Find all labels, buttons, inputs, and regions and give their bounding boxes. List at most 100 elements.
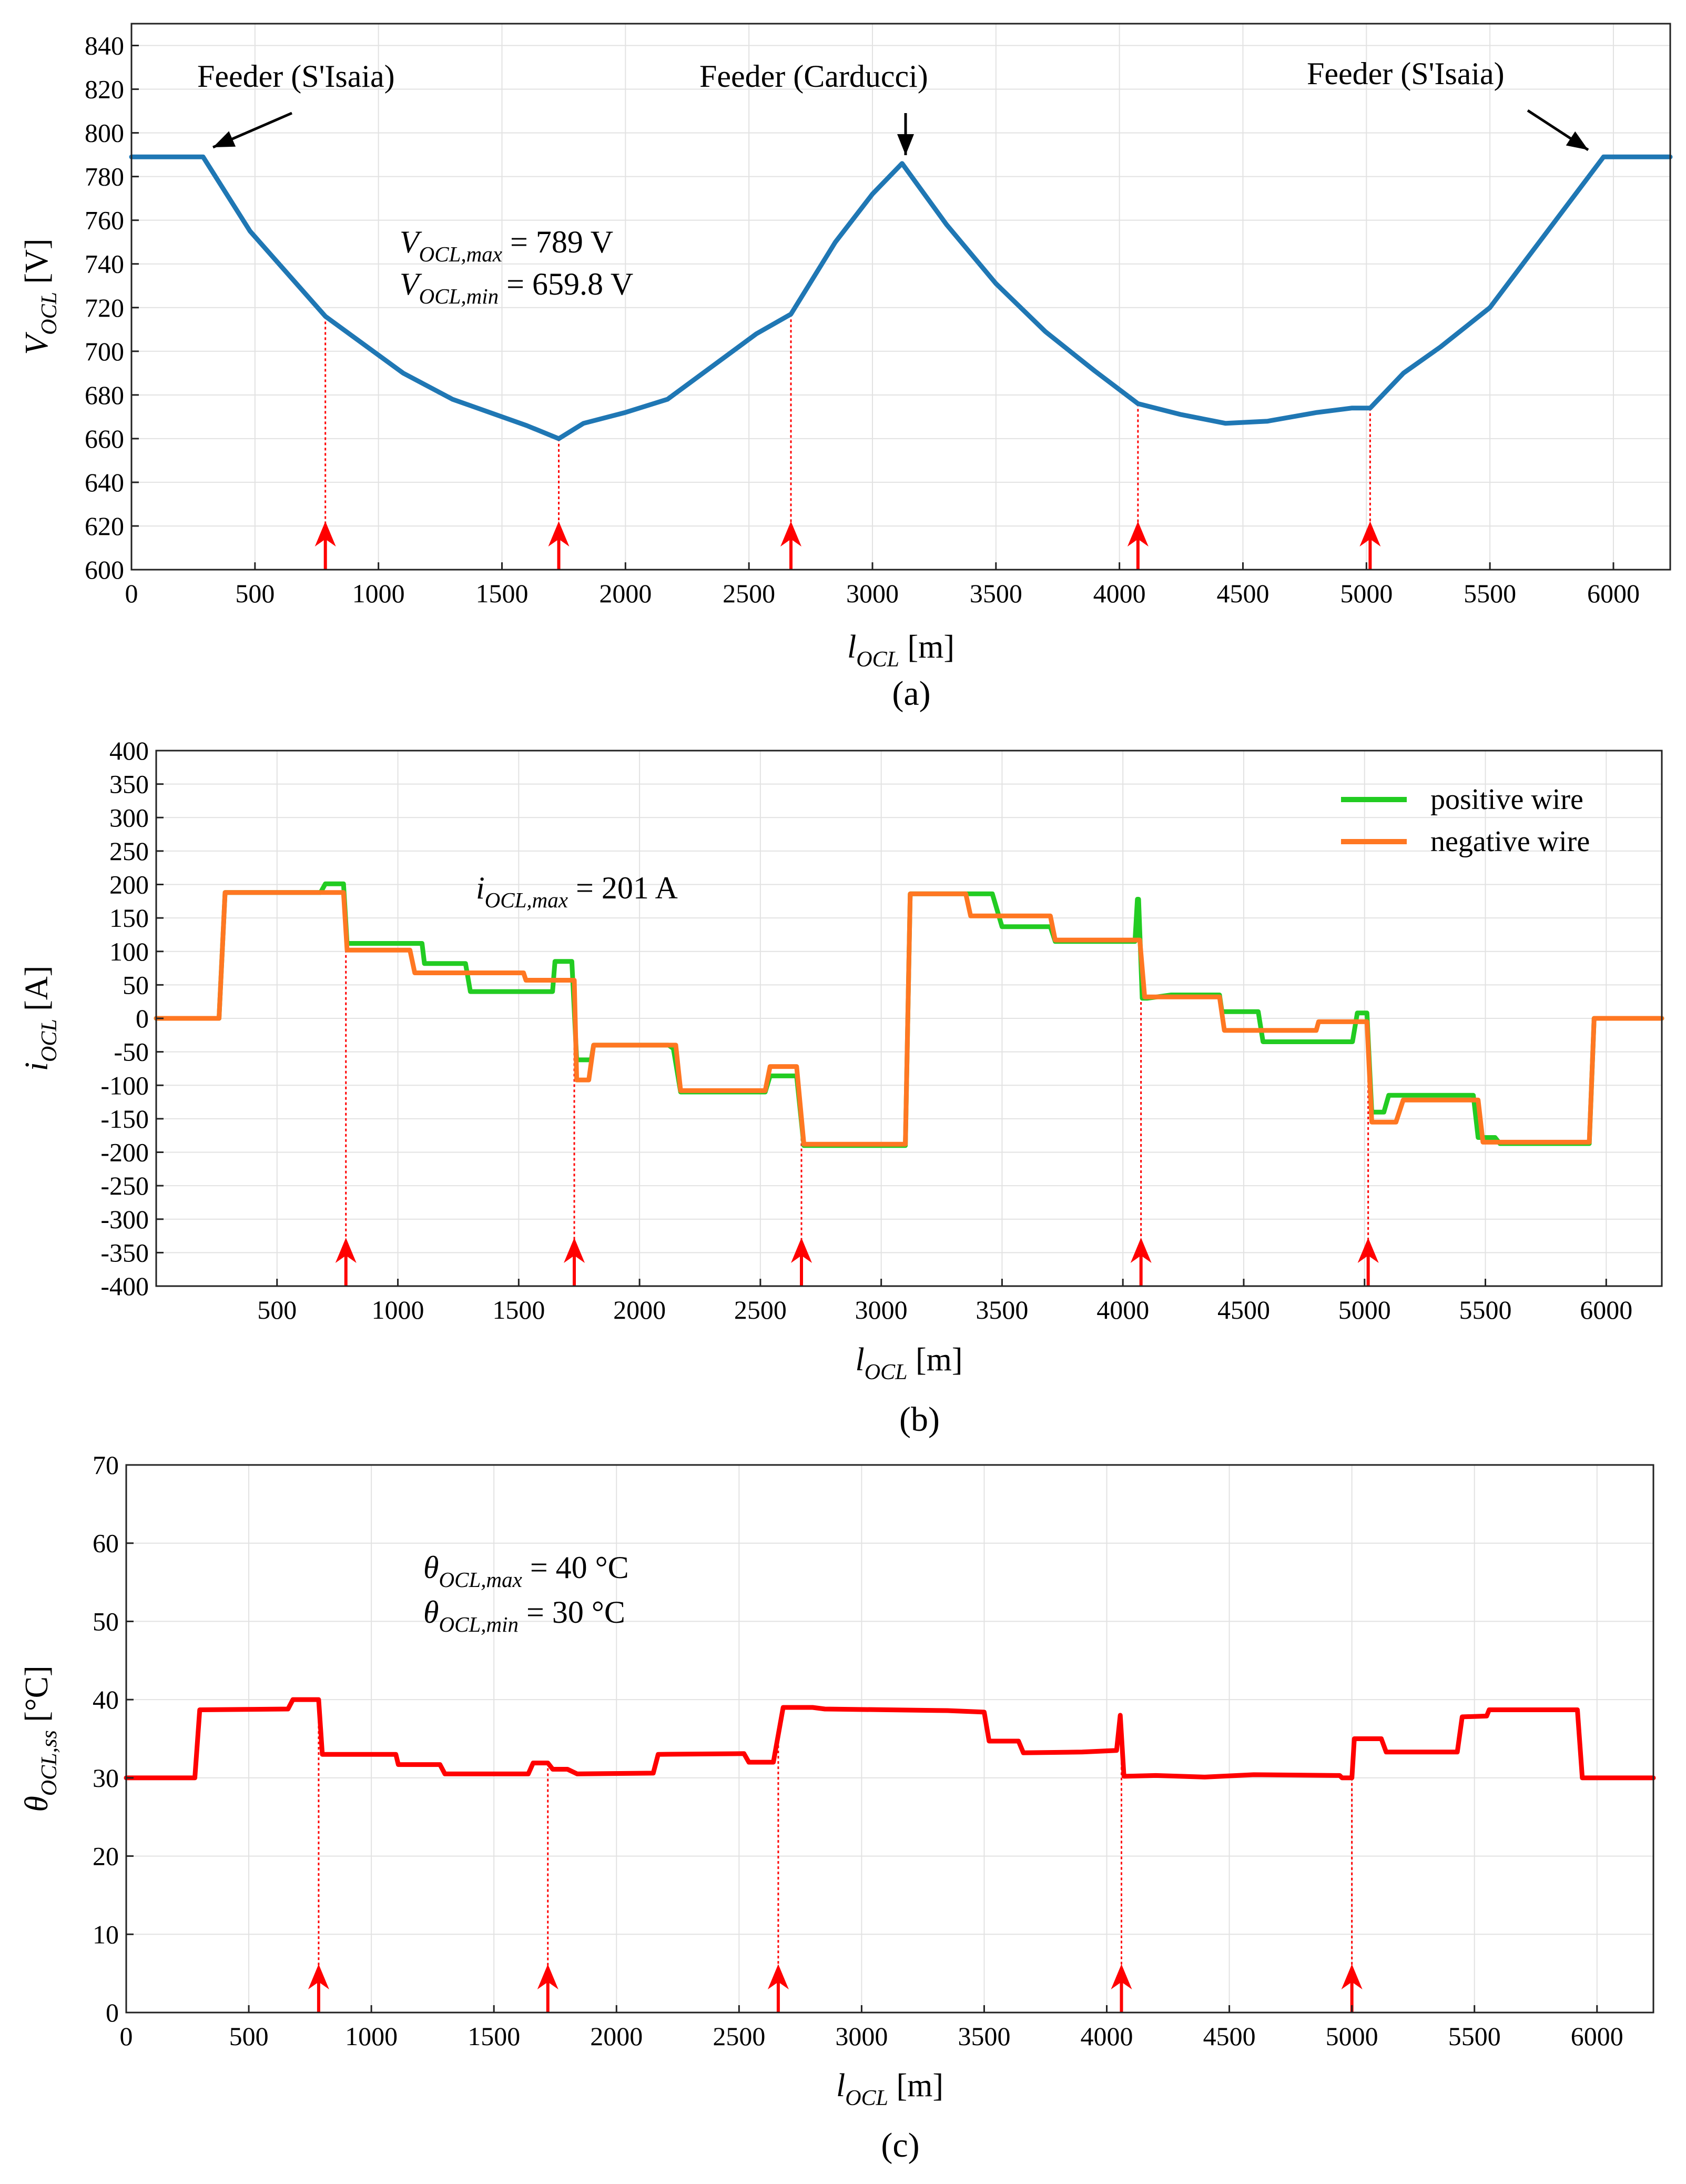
annotation-tmin: θOCL,min = 30 °C — [423, 1595, 625, 1636]
series-line-negative-wire — [154, 890, 1664, 1147]
annotation-feeder-right: Feeder (S'Isaia) — [1307, 56, 1505, 91]
y-axis-label: θOCL,ss [°C] — [19, 1665, 62, 1812]
plot-frame — [125, 1464, 1654, 2014]
y-tick-label: 150 — [109, 903, 149, 933]
y-tick-label: 300 — [109, 803, 149, 832]
marker-arrow-head — [767, 1964, 789, 1989]
x-tick-label: 5000 — [1340, 579, 1393, 608]
x-tick-label: 4500 — [1216, 579, 1269, 608]
series-line-0 — [124, 1697, 1656, 1781]
y-tick-label: -100 — [100, 1070, 149, 1100]
y-tick-label: 200 — [109, 870, 149, 899]
marker-arrow-head — [780, 521, 801, 547]
x-tick-label: 3500 — [970, 579, 1022, 608]
x-tick-label: 4000 — [1093, 579, 1146, 608]
x-tick-label: 2000 — [590, 2021, 643, 2051]
annotation-vmax: VOCL,max = 789 V — [400, 225, 613, 266]
legend: positive wire negative wire — [1341, 783, 1590, 858]
marker-arrow-head — [1127, 521, 1149, 547]
x-tick-label: 2000 — [613, 1295, 666, 1324]
panel-label: (c) — [881, 2126, 919, 2165]
position-markers — [314, 314, 1381, 570]
x-tick-label: 1500 — [468, 2021, 520, 2051]
y-tick-label: 20 — [93, 1842, 119, 1871]
marker-arrow-head — [1359, 521, 1381, 547]
y-axis-label: iOCL [A] — [19, 966, 62, 1071]
x-tick-label: 5000 — [1338, 1295, 1391, 1324]
y-tick-label: 350 — [109, 770, 149, 799]
arrow-head — [897, 134, 914, 155]
y-tick-label: 700 — [85, 337, 124, 366]
y-tick-label: 820 — [85, 75, 124, 104]
x-tick-label: 5500 — [1448, 2021, 1501, 2051]
arrow-head — [1566, 131, 1588, 150]
x-tick-label: 1000 — [345, 2021, 398, 2051]
y-tick-label: -350 — [100, 1238, 149, 1267]
y-tick-label: 620 — [85, 511, 124, 541]
x-tick-label: 1500 — [475, 579, 528, 608]
x-tick-label: 1000 — [372, 1295, 424, 1324]
x-tick-label: 2500 — [713, 2021, 765, 2051]
x-tick-label: 6000 — [1580, 1295, 1632, 1324]
y-tick-label: 0 — [106, 1998, 119, 2027]
annotation-feeder-left: Feeder (S'Isaia) — [197, 59, 395, 94]
y-tick-label: 50 — [93, 1606, 119, 1636]
x-tick-label: 500 — [235, 579, 275, 608]
annotation-feeder-mid: Feeder (Carducci) — [699, 59, 928, 94]
arrow-head — [213, 131, 236, 147]
x-axis-label: lOCL [m] — [856, 1342, 963, 1384]
x-tick-label: 6000 — [1587, 579, 1640, 608]
annotation-imax: iOCL,max = 201 A — [476, 871, 678, 912]
y-tick-label: 780 — [85, 162, 124, 191]
y-tick-label: 660 — [85, 424, 124, 453]
marker-arrow-head — [1130, 1238, 1152, 1263]
x-tick-label: 4000 — [1096, 1295, 1149, 1324]
marker-arrow-head — [564, 1238, 585, 1263]
x-tick-label: 2500 — [723, 579, 775, 608]
legend-label: negative wire — [1430, 825, 1590, 858]
marker-arrow-head — [308, 1964, 329, 1989]
y-tick-label: -400 — [100, 1271, 149, 1301]
marker-arrow-head — [548, 521, 570, 547]
y-tick-label: 10 — [93, 1919, 119, 1949]
x-tick-label: 0 — [125, 579, 138, 608]
marker-arrow-head — [335, 1238, 357, 1263]
x-tick-label: 5500 — [1464, 579, 1516, 608]
y-tick-label: 720 — [85, 293, 124, 322]
y-tick-label: 680 — [85, 380, 124, 410]
x-tick-label: 500 — [229, 2021, 269, 2051]
annotation-vmin: VOCL,min = 659.8 V — [400, 267, 633, 308]
x-tick-label: 2500 — [734, 1295, 787, 1324]
y-tick-label: -250 — [100, 1171, 149, 1200]
x-tick-label: 4500 — [1217, 1295, 1270, 1324]
x-axis-label: lOCL [m] — [847, 629, 954, 672]
y-tick-label: 760 — [85, 206, 124, 235]
y-tick-label: -300 — [100, 1205, 149, 1234]
panel-label: (b) — [899, 1400, 940, 1439]
x-tick-label: 1000 — [352, 579, 405, 608]
y-tick-label: 60 — [93, 1529, 119, 1558]
y-tick-label: 600 — [85, 555, 124, 584]
x-tick-label: 3000 — [835, 2021, 888, 2051]
y-tick-label: -150 — [100, 1104, 149, 1134]
series-line-0 — [129, 154, 1673, 441]
x-tick-label: 0 — [120, 2021, 133, 2051]
y-tick-label: 0 — [136, 1004, 149, 1033]
x-tick-label: 5500 — [1459, 1295, 1512, 1324]
marker-arrow-head — [1341, 1964, 1363, 1989]
x-axis-label: lOCL [m] — [836, 2068, 943, 2110]
x-tick-label: 4000 — [1081, 2021, 1133, 2051]
marker-arrow-head — [791, 1238, 812, 1263]
x-tick-label: 5000 — [1326, 2021, 1378, 2051]
panel-label: (a) — [892, 674, 930, 713]
plot-frame — [130, 23, 1671, 571]
x-tick-label: 500 — [257, 1295, 297, 1324]
y-tick-label: 740 — [85, 249, 124, 279]
x-tick-label: 3000 — [846, 579, 899, 608]
legend-label: positive wire — [1430, 783, 1583, 816]
marker-arrow-head — [314, 521, 336, 547]
marker-arrow-head — [1111, 1964, 1132, 1989]
y-tick-label: -200 — [100, 1138, 149, 1167]
y-tick-label: -50 — [114, 1037, 149, 1067]
x-tick-label: 6000 — [1571, 2021, 1623, 2051]
